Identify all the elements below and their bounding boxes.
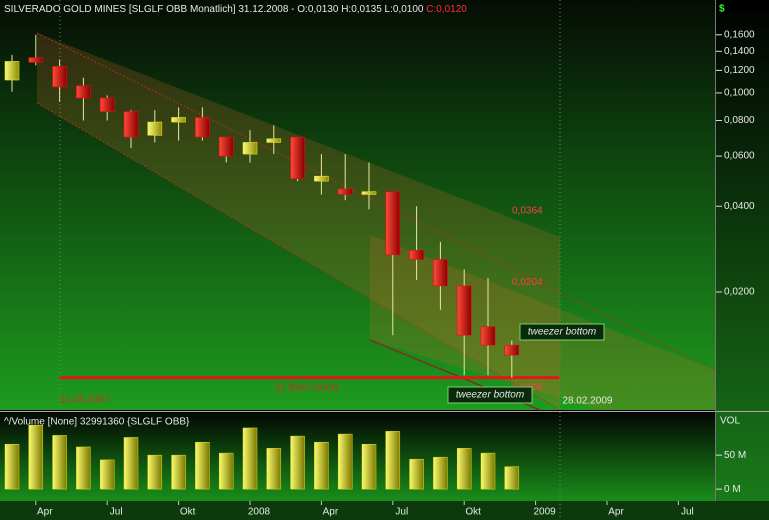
x-tick-label: Apr [37,507,53,518]
candle-body [337,188,353,195]
time-axis-panel [0,501,769,520]
y-tick-label: 0,0400 [724,201,755,212]
pattern-box [447,386,533,404]
volume-bar [385,431,401,490]
x-tick-label: Okt [180,507,196,518]
x-tick-label: 2009 [533,507,556,518]
y-tick-label: 0,0800 [724,115,755,126]
y-tick-label: 0,1200 [724,65,755,76]
volume-panel [0,413,715,501]
volume-title: ^/Volume [None] 32991360 {SLGLF OBB} [4,417,190,428]
candle-body [456,285,472,336]
volume-bar [456,448,472,490]
x-tick-label: Jul [110,507,123,518]
main-panel [0,0,715,410]
trend-channel [370,235,715,410]
range-end: 28.02.2009 [562,396,612,407]
range-bars: 21 Bars (cont) [275,383,338,394]
candle-body [28,57,44,63]
pattern-box [519,323,605,341]
candle-body [504,344,520,356]
volume-bar [4,444,20,490]
pattern-label: tweezer bottom [456,390,524,401]
volume-bar [195,441,210,490]
y-tick-label: 0,0600 [724,151,755,162]
channel-line [36,102,561,411]
y-tick-label: 0,1000 [724,88,755,99]
volume-bar [480,452,496,490]
volume-bar [28,424,44,490]
volume-bar [242,427,258,490]
pattern-label: tweezer bottom [528,327,596,338]
candle-body [52,66,67,88]
candle-body [314,175,329,182]
candle-body [147,121,163,136]
candle-body [242,142,258,155]
volume-bar [433,456,448,490]
volume-bar [218,452,234,490]
candle-body [76,85,91,99]
candle-body [195,117,210,138]
volume-tick-label: 0 M [724,484,741,495]
price-axis-panel [715,0,769,501]
volume-bar [504,466,520,490]
x-tick-label: Apr [608,507,624,518]
candle-body [290,136,305,179]
volume-bar [147,454,163,490]
range-start: 31.05.2007 [60,395,110,406]
currency: $ [719,4,725,15]
candle-body [480,326,496,346]
volume-bar [361,444,377,490]
level-label: 0,0204 [512,277,543,288]
volume-bar [290,435,305,490]
y-tick-label: 0,1600 [724,29,755,40]
candle-body [4,61,20,81]
volume-bar [123,437,139,490]
candle-body [409,250,424,260]
y-tick-label: 0,0200 [724,287,755,298]
volume-bar [266,448,282,490]
title-text: SILVERADO GOLD MINES [SLGLF OBB Monatlic… [4,4,424,15]
candle-body [433,259,448,287]
volume-bar [52,435,67,490]
candle-body [266,138,282,143]
volume-tick-label: 50 M [724,450,746,461]
candle-body [171,117,186,123]
candle-body [385,191,401,256]
volume-bar [314,441,329,490]
volume-bar [409,458,424,490]
candle-body [218,136,234,157]
candle-body [361,191,377,195]
y-tick-label: 0,1400 [724,46,755,57]
volume-label: VOL [720,416,740,427]
volume-bar [171,454,186,490]
x-tick-label: Okt [465,507,481,518]
x-tick-label: Apr [323,507,339,518]
chart-title: SILVERADO GOLD MINES [SLGLF OBB Monatlic… [4,4,467,15]
level-label: 0,0364 [512,206,543,217]
candle-body [123,111,139,138]
x-tick-label: Jul [395,507,408,518]
trend-channel [37,33,560,410]
volume-bar [76,446,91,490]
candle-body [99,97,115,112]
volume-bar [99,459,115,490]
x-tick-label: Jul [681,507,694,518]
x-tick-label: 2008 [248,507,271,518]
title-close: C:0,0120 [426,4,467,15]
volume-bar [337,433,353,490]
